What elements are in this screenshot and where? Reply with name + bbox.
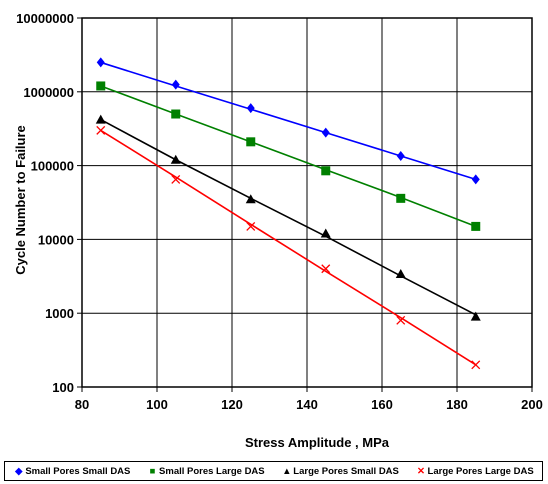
x-axis-title: Stress Amplitude , MPa bbox=[245, 435, 390, 450]
data-point bbox=[171, 109, 181, 119]
marker-stroke bbox=[171, 174, 181, 184]
triangle-marker-icon: ▲ bbox=[282, 465, 292, 477]
legend-label: Small Pores Small DAS bbox=[25, 465, 131, 477]
data-point bbox=[321, 127, 330, 138]
legend: ◆ Small Pores Small DAS ■ Small Pores Large… bbox=[4, 461, 543, 481]
y-tick-label: 10000000 bbox=[16, 11, 74, 26]
legend-label: Small Pores Large DAS bbox=[159, 465, 265, 477]
x-tick-label: 140 bbox=[296, 397, 318, 412]
series-line bbox=[100, 118, 477, 316]
series-line bbox=[100, 85, 477, 228]
data-point bbox=[246, 221, 256, 231]
grid bbox=[77, 17, 533, 392]
data-point bbox=[321, 264, 331, 274]
x-tick-label: 180 bbox=[446, 397, 468, 412]
marker-stroke bbox=[96, 125, 106, 135]
data-point bbox=[470, 311, 481, 321]
data-point bbox=[171, 174, 181, 184]
y-tick-label: 1000 bbox=[45, 306, 74, 321]
series-4 bbox=[96, 125, 481, 370]
legend-label: Large Pores Small DAS bbox=[293, 465, 399, 477]
series-1 bbox=[96, 57, 480, 185]
y-tick-label: 100000 bbox=[31, 159, 74, 174]
x-tick-label: 100 bbox=[146, 397, 168, 412]
diamond-marker-icon: ◆ bbox=[15, 465, 23, 477]
legend-item: ✕ Large Pores Large DAS bbox=[416, 466, 534, 477]
data-point bbox=[396, 315, 406, 325]
legend-label: Large Pores Large DAS bbox=[427, 465, 534, 477]
data-point bbox=[96, 125, 106, 135]
x-marker-icon: ✕ bbox=[417, 465, 426, 477]
square-marker-icon: ■ bbox=[149, 465, 156, 477]
legend-item: ■ Small Pores Large DAS bbox=[147, 466, 265, 477]
series-line bbox=[100, 61, 476, 181]
marker-stroke bbox=[246, 221, 256, 231]
series-layer bbox=[95, 57, 481, 370]
series-line bbox=[100, 129, 477, 366]
data-point bbox=[471, 360, 481, 370]
x-tick-label: 200 bbox=[521, 397, 543, 412]
x-tick-label: 80 bbox=[75, 397, 89, 412]
y-tick-label: 100 bbox=[52, 380, 74, 395]
marker-stroke bbox=[471, 360, 481, 370]
x-tick-label: 120 bbox=[221, 397, 243, 412]
legend-item: ▲ Large Pores Small DAS bbox=[281, 466, 399, 477]
data-point bbox=[396, 193, 406, 203]
plot-area bbox=[81, 17, 533, 388]
data-point bbox=[320, 228, 331, 238]
chart: 80 100 120 140 160 180 20010010001000010000010… bbox=[13, 11, 543, 450]
data-point bbox=[245, 194, 256, 204]
data-point bbox=[395, 268, 406, 278]
data-point bbox=[246, 137, 256, 147]
data-point bbox=[171, 79, 180, 90]
y-tick-label: 1000000 bbox=[23, 85, 74, 100]
data-point bbox=[96, 81, 106, 91]
series-3 bbox=[95, 114, 481, 321]
marker-stroke bbox=[396, 315, 406, 325]
series-2 bbox=[96, 81, 481, 231]
data-point bbox=[246, 103, 255, 114]
legend-item: ◆ Small Pores Small DAS bbox=[13, 466, 130, 477]
y-axis-title: Cycle Number to Failure bbox=[13, 125, 28, 275]
data-point bbox=[471, 174, 480, 185]
data-point bbox=[96, 57, 105, 68]
marker-stroke bbox=[321, 264, 331, 274]
data-point bbox=[471, 221, 481, 231]
y-tick-label: 10000 bbox=[38, 232, 74, 247]
data-point bbox=[95, 114, 106, 124]
tick-labels: 80 100 120 140 160 180 20010010001000010000010… bbox=[16, 11, 543, 412]
data-point bbox=[170, 154, 181, 164]
data-point bbox=[321, 166, 331, 176]
data-point bbox=[396, 150, 405, 161]
x-tick-label: 160 bbox=[371, 397, 393, 412]
